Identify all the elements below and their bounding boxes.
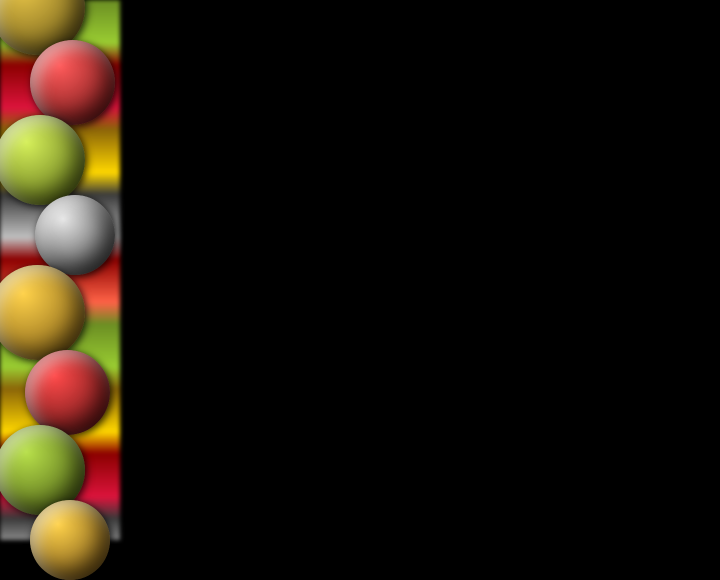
slide-title: Ellipse [300, 18, 387, 52]
slide-content: Ellipse The standard form of the ellipse… [130, 0, 720, 540]
fraction-2: (y − k)2 b2 [406, 215, 548, 328]
abacus-bead [30, 500, 110, 580]
bullet-row: The standard form of the ellipse with a … [158, 78, 710, 136]
denominator-1: a2 [250, 272, 303, 327]
abacus-bead [35, 195, 115, 275]
num2-paren: (y − k) [416, 220, 525, 265]
num2-exp: 2 [525, 216, 538, 245]
num1-paren: (x − h) [215, 220, 324, 265]
numerator-1: (x − h)2 [205, 215, 347, 270]
plus-operator: + [365, 248, 388, 295]
den2-base: b [461, 278, 481, 323]
abacus-bead [30, 40, 115, 125]
abacus-bead [25, 350, 110, 435]
num1-exp: 2 [324, 216, 337, 245]
rhs-value: 1 [625, 248, 645, 295]
bullet-text: The standard form of the ellipse with a … [174, 78, 710, 136]
bullet-dot-icon [158, 87, 168, 97]
ellipse-equation: (x − h)2 a2 + (y − k)2 b2 = 1 [140, 215, 710, 328]
den1-base: a [260, 278, 280, 323]
numerator-2: (y − k)2 [406, 215, 548, 270]
equals-sign: = [566, 248, 589, 295]
denominator-2: b2 [451, 272, 504, 327]
den2-exp: 2 [481, 274, 494, 303]
den1-exp: 2 [280, 274, 293, 303]
fraction-1: (x − h)2 a2 [205, 215, 347, 328]
